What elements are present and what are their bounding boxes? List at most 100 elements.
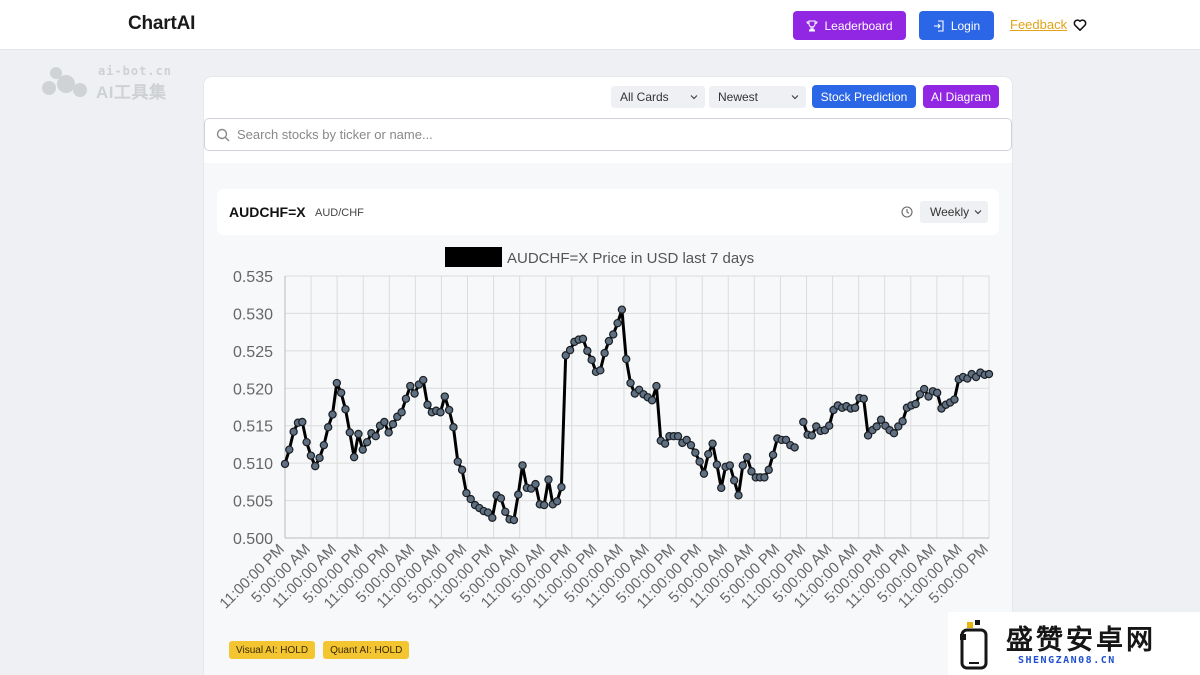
data-point [729,476,739,485]
data-point [984,369,994,379]
data-point [514,490,523,499]
data-point [647,396,657,405]
cards-filter-value: All Cards [620,90,669,104]
trophy-icon [806,20,818,31]
data-point [397,408,406,417]
data-point [583,346,592,356]
series-line [283,308,990,522]
data-point [423,400,432,409]
stock-prediction-button[interactable]: Stock Prediction [812,85,916,108]
data-point [734,491,743,500]
quant-ai-badge: Quant AI: HOLD [323,641,410,659]
data-point [518,461,527,470]
leaderboard-button[interactable]: Leaderboard [793,11,906,40]
leaderboard-label: Leaderboard [824,18,893,33]
data-point [911,399,920,409]
data-point [859,394,868,403]
chart-series [280,305,994,525]
data-point [552,497,562,506]
data-point [807,431,817,440]
data-point [362,437,372,447]
search-input[interactable] [237,119,997,150]
data-point [863,431,873,440]
cards-filter-select[interactable]: All Cards [611,86,705,108]
y-tick-label: 0.510 [233,456,273,473]
data-point [440,392,450,401]
data-point [302,437,311,447]
sort-select[interactable]: Newest [709,86,806,108]
data-point [462,488,471,498]
data-point [509,515,519,525]
data-point [501,507,510,516]
data-point [781,435,791,445]
sort-value: Newest [718,90,759,104]
data-point [920,384,929,394]
data-point [872,422,881,431]
y-tick-label: 0.530 [233,306,273,323]
data-point [704,449,713,459]
data-point [682,435,691,445]
ai-badges: Visual AI: HOLD Quant AI: HOLD [229,641,410,659]
data-point [600,348,609,358]
data-point [332,378,342,388]
data-point [604,336,614,346]
data-point [673,431,683,441]
login-button[interactable]: Login [919,11,994,40]
data-point [410,389,419,398]
data-point [444,405,454,415]
data-point [617,305,627,314]
data-point [457,465,467,475]
data-point [544,475,553,484]
feedback-link[interactable]: Feedback [1010,17,1068,32]
data-point [539,500,549,510]
data-point [950,395,959,404]
data-point [466,494,475,504]
data-point [358,445,367,454]
data-point [349,452,359,462]
data-point [760,473,769,482]
data-point [406,381,415,391]
data-point [747,467,756,476]
chevron-down-icon [791,95,799,100]
data-point [768,450,778,460]
chevron-down-icon [974,210,982,215]
data-point [738,461,748,470]
chart-title: AUDCHF=X Price in USD last 7 days [507,250,754,267]
stock-ticker[interactable]: AUDCHF=X [229,204,306,220]
data-point [850,403,860,412]
data-point [323,423,333,432]
data-point [315,453,324,463]
data-point [354,429,363,439]
y-tick-label: 0.535 [233,269,273,286]
data-point [298,417,307,427]
data-point [790,443,799,452]
paw-logo-icon [42,67,87,97]
data-point [380,417,389,427]
data-point [613,318,622,328]
app-logo-text[interactable]: ChartAI [128,13,196,34]
data-point [626,378,635,388]
data-point [652,381,661,391]
data-point [557,482,566,492]
stock-card-header: AUDCHF=X AUD/CHF Weekly [217,189,999,235]
clock-icon [901,206,913,218]
filter-bar: All Cards Newest Stock Prediction AI Dia… [204,77,1012,163]
chart-axes: 0.535 0.530 0.525 0.520 0.515 0.510 0.505 0.500… [217,269,992,612]
data-point [289,427,298,436]
data-point [717,483,726,493]
ai-diagram-button[interactable]: AI Diagram [923,85,999,108]
data-point [712,460,722,469]
period-value: Weekly [930,205,970,219]
stock-prediction-label: Stock Prediction [820,89,908,104]
heart-icon[interactable] [1073,18,1087,32]
data-point [531,479,540,489]
period-select[interactable]: Weekly [920,201,988,223]
y-tick-label: 0.500 [233,531,273,548]
data-point [894,422,903,431]
y-tick-label: 0.505 [233,494,273,511]
data-point [449,423,458,432]
search-bar [204,118,1012,151]
main-panel: All Cards Newest Stock Prediction AI Dia… [204,77,1012,675]
data-point [401,394,411,403]
login-label: Login [950,18,981,33]
